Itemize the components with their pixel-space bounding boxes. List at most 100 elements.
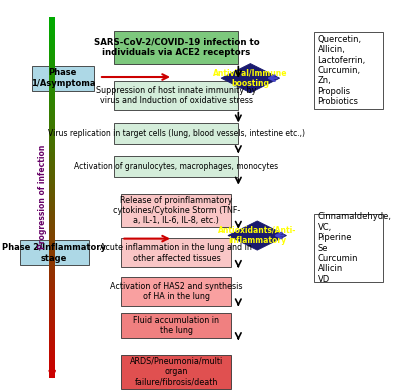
FancyBboxPatch shape <box>114 123 238 144</box>
Bar <box>49 120 55 125</box>
FancyBboxPatch shape <box>121 194 232 227</box>
Bar <box>49 89 55 93</box>
Bar <box>49 206 55 211</box>
FancyBboxPatch shape <box>20 240 89 265</box>
Bar <box>49 260 55 265</box>
Bar <box>49 211 55 215</box>
Text: Acute inflammation in the lung and in
other affected tissues: Acute inflammation in the lung and in ot… <box>100 243 252 262</box>
Bar <box>49 283 55 287</box>
Bar <box>49 175 55 179</box>
Bar <box>49 355 55 360</box>
Bar <box>49 364 55 369</box>
Bar <box>49 62 55 66</box>
Bar <box>49 21 55 26</box>
FancyBboxPatch shape <box>121 355 232 389</box>
Bar <box>49 373 55 378</box>
Bar <box>49 17 55 21</box>
Bar <box>49 71 55 75</box>
Bar <box>49 220 55 224</box>
Bar <box>49 292 55 296</box>
Bar <box>49 134 55 138</box>
Bar <box>49 328 55 332</box>
Bar <box>49 30 55 35</box>
Bar <box>49 337 55 341</box>
Bar <box>49 125 55 129</box>
Bar <box>49 98 55 102</box>
Bar <box>49 107 55 111</box>
FancyBboxPatch shape <box>114 81 238 110</box>
Text: Phase
1/Asymptoma: Phase 1/Asymptoma <box>30 68 95 88</box>
Bar <box>49 251 55 256</box>
Bar <box>49 341 55 346</box>
Bar <box>49 80 55 84</box>
Bar <box>49 265 55 269</box>
Bar <box>49 224 55 229</box>
Text: Suppression of host innate immunity by
virus and Induction of oxidative stress: Suppression of host innate immunity by v… <box>96 86 256 105</box>
Bar <box>49 44 55 48</box>
Bar <box>49 111 55 116</box>
FancyBboxPatch shape <box>314 32 383 109</box>
Bar <box>49 360 55 364</box>
Text: Activation of granulocytes, macrophages, monocytes: Activation of granulocytes, macrophages,… <box>74 162 278 171</box>
Bar <box>49 323 55 328</box>
Text: ARDS/Pneumonia/multi
organ
failure/fibrosis/death: ARDS/Pneumonia/multi organ failure/fibro… <box>130 357 223 387</box>
Bar <box>49 152 55 156</box>
Bar <box>49 184 55 188</box>
Bar <box>49 179 55 184</box>
Bar <box>49 301 55 305</box>
Bar <box>49 256 55 260</box>
Bar <box>49 314 55 319</box>
Bar <box>49 287 55 292</box>
Text: Virus replication in target cells (lung, blood vessels, intestine etc.,): Virus replication in target cells (lung,… <box>48 129 305 138</box>
Bar <box>49 84 55 89</box>
Bar <box>49 310 55 314</box>
Bar <box>49 48 55 53</box>
Bar <box>49 39 55 44</box>
Bar <box>49 66 55 71</box>
Bar <box>49 102 55 107</box>
Bar <box>49 247 55 251</box>
Bar <box>49 116 55 120</box>
Bar <box>49 296 55 301</box>
Bar <box>49 233 55 238</box>
Bar <box>49 129 55 134</box>
Bar <box>49 269 55 274</box>
Bar <box>49 346 55 350</box>
Text: Antioxidants/Anti-
inflammatory: Antioxidants/Anti- inflammatory <box>218 226 296 245</box>
FancyBboxPatch shape <box>32 66 94 91</box>
Bar <box>49 197 55 202</box>
Text: Release of proinflammatory
cytokines/Cytokine Storm (TNF-
a, IL-1, IL-6, IL-8, e: Release of proinflammatory cytokines/Cyt… <box>113 196 240 226</box>
Text: Progression of infection: Progression of infection <box>38 145 47 249</box>
Polygon shape <box>221 64 280 93</box>
Text: Quercetin,
Allicin,
Lactoferrin,
Curcumin,
Zn,
Propolis
Probiotics: Quercetin, Allicin, Lactoferrin, Curcumi… <box>318 35 366 106</box>
Bar <box>49 156 55 161</box>
Bar <box>49 143 55 147</box>
Bar <box>49 165 55 170</box>
Bar <box>49 53 55 57</box>
FancyBboxPatch shape <box>121 239 232 267</box>
Bar <box>49 170 55 175</box>
Bar <box>49 215 55 220</box>
FancyBboxPatch shape <box>121 313 232 338</box>
Bar <box>49 193 55 197</box>
FancyBboxPatch shape <box>314 214 383 282</box>
Bar <box>49 35 55 39</box>
Bar <box>49 75 55 80</box>
Text: SARS-CoV-2/COVID-19 infection to
individuals via ACE2 receptors: SARS-CoV-2/COVID-19 infection to individ… <box>94 38 259 57</box>
Bar <box>49 147 55 152</box>
Bar <box>49 242 55 247</box>
Bar <box>49 238 55 242</box>
Bar <box>49 138 55 143</box>
FancyBboxPatch shape <box>114 31 238 64</box>
Text: Activation of HAS2 and synthesis
of HA in the lung: Activation of HAS2 and synthesis of HA i… <box>110 282 243 301</box>
Bar <box>49 274 55 278</box>
Text: Phase 2/Inflammatory
stage: Phase 2/Inflammatory stage <box>2 243 106 262</box>
Bar <box>49 305 55 310</box>
Bar <box>49 57 55 62</box>
Text: Cinnamaldehyde,
VC,
Piperine
Se
Curcumin
Allicin
VD: Cinnamaldehyde, VC, Piperine Se Curcumin… <box>318 212 392 284</box>
Bar <box>49 369 55 373</box>
Bar <box>49 229 55 233</box>
Bar <box>49 350 55 355</box>
FancyBboxPatch shape <box>114 156 238 177</box>
Text: Antiviral/Immune
boosting: Antiviral/Immune boosting <box>213 68 288 88</box>
